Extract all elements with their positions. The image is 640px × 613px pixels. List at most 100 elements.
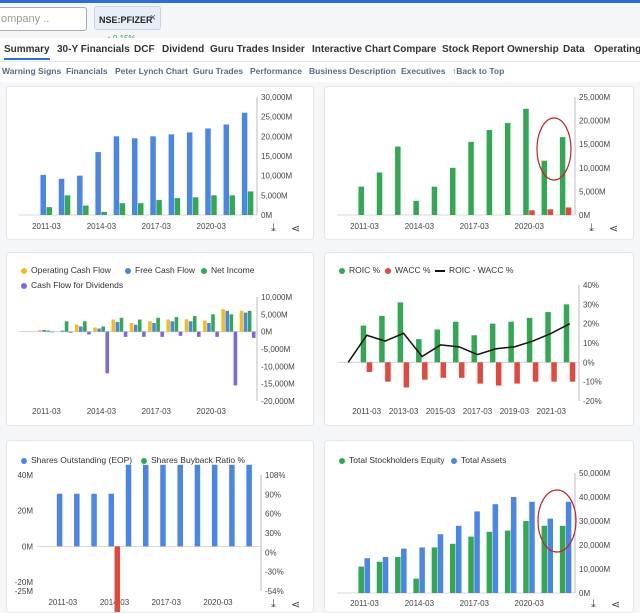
y-tick-label: -20,000M: [261, 397, 295, 406]
bar-blue: [243, 312, 248, 332]
legend-item[interactable]: Shares Buyback Ratio %: [141, 455, 245, 465]
share-icon[interactable]: ⋖: [291, 223, 301, 235]
link-guru-trades[interactable]: Guru Trades: [193, 66, 244, 76]
tab-summary[interactable]: Summary: [4, 44, 50, 60]
bar-red: [459, 362, 465, 378]
link-warning-signs[interactable]: Warning Signs: [2, 66, 62, 76]
bar-green: [559, 525, 566, 593]
roic-svg: 40% 30% 20% 10% 0% -10% -20% 2011-03 2013-03 2015…: [339, 281, 602, 416]
download-icon[interactable]: ⤓: [271, 222, 276, 234]
bar-red: [569, 362, 576, 382]
legend-label: ROIC %: [349, 265, 381, 275]
legend-item[interactable]: Free Cash Flow: [125, 265, 195, 275]
bar-blue: [97, 328, 101, 332]
y-tick-label: 20,000M: [579, 117, 610, 126]
bar-green: [211, 195, 217, 215]
link-executives[interactable]: Executives: [401, 66, 446, 76]
link-financials[interactable]: Financials: [66, 66, 108, 76]
bar-yellow: [148, 321, 152, 332]
ticker-chip[interactable]: NSE:PFIZER ▲0.15% ×: [94, 6, 161, 43]
y-tick-label: 15,000M: [261, 152, 292, 161]
bar-green: [541, 525, 548, 593]
company-search-input[interactable]: ompany ..: [0, 7, 87, 31]
legend-item[interactable]: Total Stockholders Equity: [339, 455, 444, 465]
y-tick-label: 5,000M: [579, 187, 606, 196]
bar-blue: [77, 175, 83, 215]
bar-green: [563, 304, 570, 363]
download-icon[interactable]: ⤓: [271, 598, 276, 610]
tab-30y-financials[interactable]: 30-Y Financials: [57, 44, 130, 55]
share-icon[interactable]: ⋖: [291, 599, 301, 611]
x-tick-label: 2017-03: [460, 222, 490, 231]
tab-compare[interactable]: Compare: [393, 44, 437, 55]
tab-operating[interactable]: Operating: [594, 44, 640, 55]
legend-label: Free Cash Flow: [135, 265, 195, 275]
bar-blue: [143, 464, 149, 547]
bar-green: [486, 531, 493, 593]
bar-green: [46, 330, 51, 332]
tab-stock-report[interactable]: Stock Report: [442, 44, 505, 55]
bar-yellow: [93, 327, 97, 332]
legend-item[interactable]: ROIC %: [339, 265, 380, 275]
tab-dividend[interactable]: Dividend: [162, 44, 205, 55]
tab-ownership[interactable]: Ownership: [507, 44, 559, 55]
y-tick-label: -10,000M: [261, 362, 295, 371]
y-tick-label: 5,000M: [261, 191, 288, 200]
bar-blue: [205, 128, 211, 215]
y-tick-label: 0M: [22, 542, 33, 551]
share-icon[interactable]: ⋖: [609, 223, 619, 235]
legend-item[interactable]: Operating Cash Flow: [21, 265, 111, 275]
bar-red: [366, 362, 373, 372]
y-tick-label: 25,000M: [261, 113, 292, 122]
tab-data[interactable]: Data: [563, 44, 585, 55]
bar-blue: [246, 464, 252, 547]
x-tick-label: 2011-03: [350, 222, 379, 231]
legend-item[interactable]: Net Income: [201, 265, 254, 275]
bar-red: [440, 362, 447, 378]
link-business-description[interactable]: Business Description: [309, 66, 396, 76]
bar-green: [450, 543, 456, 593]
download-icon[interactable]: ⤓: [589, 222, 594, 234]
legend-label: Net Income: [211, 265, 255, 275]
legend-item[interactable]: WACC %: [385, 265, 431, 275]
tab-interactive-chart[interactable]: Interactive Chart: [312, 44, 391, 55]
legend-item[interactable]: Shares Outstanding (EOP): [21, 455, 132, 465]
link-peter-lynch-chart[interactable]: Peter Lynch Chart: [115, 66, 188, 76]
link-back-to-top[interactable]: ↑Back to Top: [452, 66, 505, 76]
download-icon[interactable]: ⤓: [591, 598, 596, 610]
y-tick-label: 10,000M: [261, 172, 292, 181]
y-tick-label: -10%: [583, 378, 602, 387]
x-tick-label: 2020-03: [203, 598, 233, 607]
bar-blue: [58, 178, 65, 215]
bar-blue: [401, 548, 407, 593]
link-performance[interactable]: Performance: [250, 66, 302, 76]
bar-blue: [186, 132, 193, 215]
bar-green: [229, 195, 236, 215]
bar-blue: [529, 501, 535, 593]
bar-blue: [60, 330, 65, 332]
ticker-symbol: NSE:PFIZER: [99, 15, 153, 25]
bar-green: [247, 310, 252, 332]
bar-blue: [456, 525, 462, 593]
shares-svg: 108% 90% 60% 30% 0% -30% -54% 40M 20M 0M -20M-25M 2…: [15, 464, 285, 612]
bar-green: [397, 302, 404, 363]
remove-ticker-icon[interactable]: ×: [149, 12, 156, 24]
tab-insider[interactable]: Insider: [272, 44, 305, 55]
legend-item[interactable]: ROIC - WACC %: [435, 265, 513, 275]
bar-green: [101, 211, 107, 215]
share-icon[interactable]: ⋖: [611, 599, 621, 611]
bar-green: [192, 197, 199, 215]
bar-green: [64, 321, 69, 332]
bar-blue: [207, 323, 211, 332]
bar-blue: [492, 504, 499, 593]
bar-green: [83, 321, 87, 332]
bar-blue: [419, 547, 425, 593]
legend-item[interactable]: Total Assets: [451, 455, 506, 465]
tab-guru-trades[interactable]: Guru Trades: [210, 44, 269, 55]
tab-dcf[interactable]: DCF: [134, 44, 155, 55]
y-tick-label: 20,000M: [579, 541, 610, 550]
legend-item[interactable]: Cash Flow for Dividends: [21, 280, 123, 290]
bar-blue: [108, 493, 115, 547]
x-tick-label: 2015-03: [426, 407, 456, 416]
bar-red: [532, 362, 539, 382]
